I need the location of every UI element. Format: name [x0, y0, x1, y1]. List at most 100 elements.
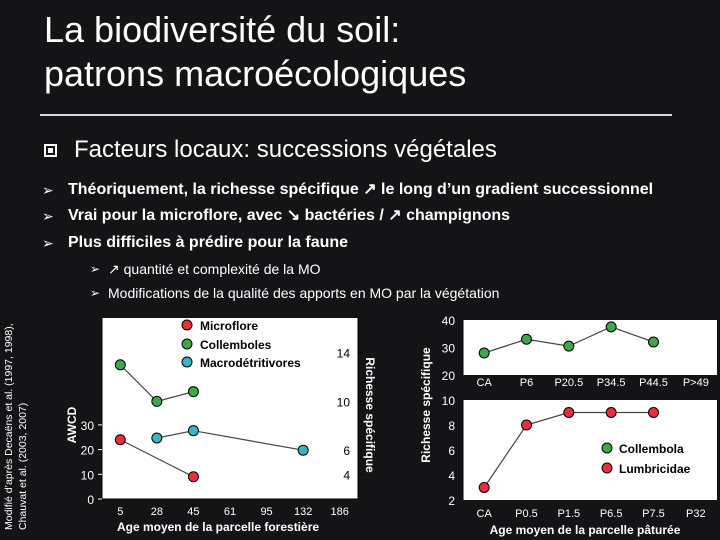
legend-marker-collembola	[601, 442, 613, 454]
x-axis-label: Age moyen de la parcelle forestière	[117, 520, 319, 534]
left-tick-label: 0	[87, 493, 94, 507]
legend: Collembola Lumbricidae	[595, 437, 717, 479]
top-x-ticks: CA P6 P20.5 P34.5 P44.5 P>49	[477, 377, 709, 389]
reference-note: Modifié d’après Decaëns et al. (1997, 19…	[2, 270, 30, 530]
bottom-tick-label: 8	[448, 419, 455, 433]
heading: Facteurs locaux: successions végétales	[74, 136, 497, 163]
data-point	[151, 432, 163, 444]
legend-label-collembola: Collembola	[619, 442, 684, 456]
left-axis-label: AWCD	[65, 406, 79, 443]
top-plot-area	[463, 320, 717, 375]
legend-marker-collemboles	[181, 338, 193, 350]
data-point	[563, 407, 575, 418]
data-point	[648, 407, 659, 418]
plot-area	[102, 318, 358, 499]
x-tick-label: 186	[331, 506, 349, 518]
sub-bullet-2: Modifications de la qualité des apports …	[108, 285, 500, 301]
square-bullet-icon	[44, 144, 57, 157]
bottom-x-tick-label: CA	[477, 508, 493, 520]
top-axis-ticks: 20 30 40	[442, 314, 456, 383]
data-point	[605, 407, 617, 418]
left-axis-ticks: 0 10 20 30	[81, 419, 102, 507]
right-axis-ticks: 4 6 10 14	[337, 347, 362, 483]
bottom-x-tick-label: P6.5	[600, 508, 623, 520]
bullet-2: Vrai pour la microflore, avec ↘ bactérie…	[68, 207, 511, 224]
arrow-bullet-icon: ➢	[42, 208, 54, 224]
bottom-axis-ticks: 2 4 6 8 10	[442, 394, 456, 508]
reference-line-2: Chauvat et al. (2003, 2007)	[17, 402, 29, 530]
y-axis-label: Richesse spécifique	[419, 347, 433, 463]
top-x-tick-label: CA	[477, 377, 493, 389]
right-tick-label: 6	[343, 444, 350, 458]
data-point	[563, 340, 575, 352]
data-point	[187, 471, 199, 483]
x-tick-label: 45	[187, 506, 199, 518]
top-tick-label: 40	[442, 314, 456, 328]
legend: Microflore Collemboles Macrodétritivores	[181, 319, 301, 370]
title-divider	[40, 114, 672, 116]
series-group	[478, 321, 659, 493]
bottom-x-tick-label: P32	[686, 508, 706, 520]
bottom-x-tick-label: P0.5	[515, 508, 538, 520]
legend-label-lumbricidae: Lumbricidae	[619, 462, 691, 476]
bottom-tick-label: 10	[442, 394, 456, 408]
arrow-bullet-icon: ➢	[42, 182, 54, 198]
legend-marker-lumbricidae	[601, 462, 613, 474]
series-line	[120, 439, 194, 478]
data-point	[114, 359, 126, 371]
title-line-1: La biodiversité du soil:	[44, 9, 401, 50]
left-tick-label: 20	[81, 444, 95, 458]
top-x-tick-label: P34.5	[597, 377, 626, 389]
data-point	[605, 321, 617, 333]
bottom-x-tick-label: P7.5	[642, 508, 665, 520]
legend-label-collemboles: Collemboles	[200, 338, 272, 352]
bottom-tick-label: 6	[448, 444, 455, 458]
reference-line-1: Modifié d’après Decaëns et al. (1997, 19…	[3, 323, 15, 530]
x-tick-label: 5	[117, 506, 123, 518]
x-tick-label: 28	[151, 506, 163, 518]
right-tick-label: 10	[337, 395, 351, 409]
x-axis-label: Age moyen de la parcelle pâturée	[490, 523, 681, 537]
top-x-tick-label: P>49	[683, 377, 709, 389]
data-point	[478, 482, 490, 493]
right-tick-label: 14	[337, 347, 351, 361]
data-point	[187, 386, 199, 398]
bottom-tick-label: 4	[448, 469, 455, 483]
arrow-bullet-icon: ➢	[42, 235, 54, 251]
data-point	[648, 336, 659, 348]
legend-label-microflore: Microflore	[200, 319, 258, 333]
arrow-bullet-icon: ➢	[90, 286, 101, 300]
data-point	[151, 395, 163, 407]
bottom-x-ticks: CA P0.5 P1.5 P6.5 P7.5 P32	[477, 508, 706, 520]
legend-marker-microflore	[181, 319, 193, 331]
bottom-x-tick-label: P1.5	[558, 508, 581, 520]
top-x-tick-label: P6	[520, 377, 533, 389]
legend-label-macrodetritivores: Macrodétritivores	[200, 356, 301, 370]
slide-title: La biodiversité du soil: patrons macroéc…	[44, 8, 684, 96]
pasture-chart: 20 30 40 2 4 6 8 10 CA P6 P20.5 P34.5 P44.5 P>49 CA…	[419, 314, 717, 537]
data-point	[187, 425, 199, 437]
sub-bullet-1: ↗ quantité et complexité de la MO	[108, 261, 321, 277]
top-tick-label: 20	[442, 369, 456, 383]
series-group	[114, 359, 309, 483]
legend-marker-macrodetritivores	[181, 356, 193, 368]
x-tick-label: 132	[294, 506, 312, 518]
legend-box	[595, 437, 717, 479]
top-x-tick-label: P44.5	[639, 377, 668, 389]
data-point	[114, 434, 126, 446]
right-tick-label: 4	[343, 469, 350, 483]
right-axis-label: Richesse spécifique	[363, 357, 377, 473]
data-point	[521, 333, 532, 345]
bullet-1: Théoriquement, la richesse spécifique ↗ …	[68, 181, 654, 198]
x-axis-ticks: 5 28 45 61 95 132 186	[117, 506, 349, 518]
data-point	[521, 419, 532, 431]
arrow-bullet-icon: ➢	[90, 262, 101, 276]
bottom-tick-label: 2	[448, 494, 455, 508]
data-point	[478, 347, 490, 359]
data-point	[297, 444, 309, 456]
x-tick-label: 61	[224, 506, 236, 518]
title-line-2: patrons macroécologiques	[44, 53, 467, 94]
x-tick-label: 95	[260, 506, 272, 518]
left-tick-label: 10	[81, 468, 95, 482]
forest-chart: 0 10 20 30 4 6 10 14 5 28 45 61 95 132 186 Microflor…	[65, 318, 377, 534]
